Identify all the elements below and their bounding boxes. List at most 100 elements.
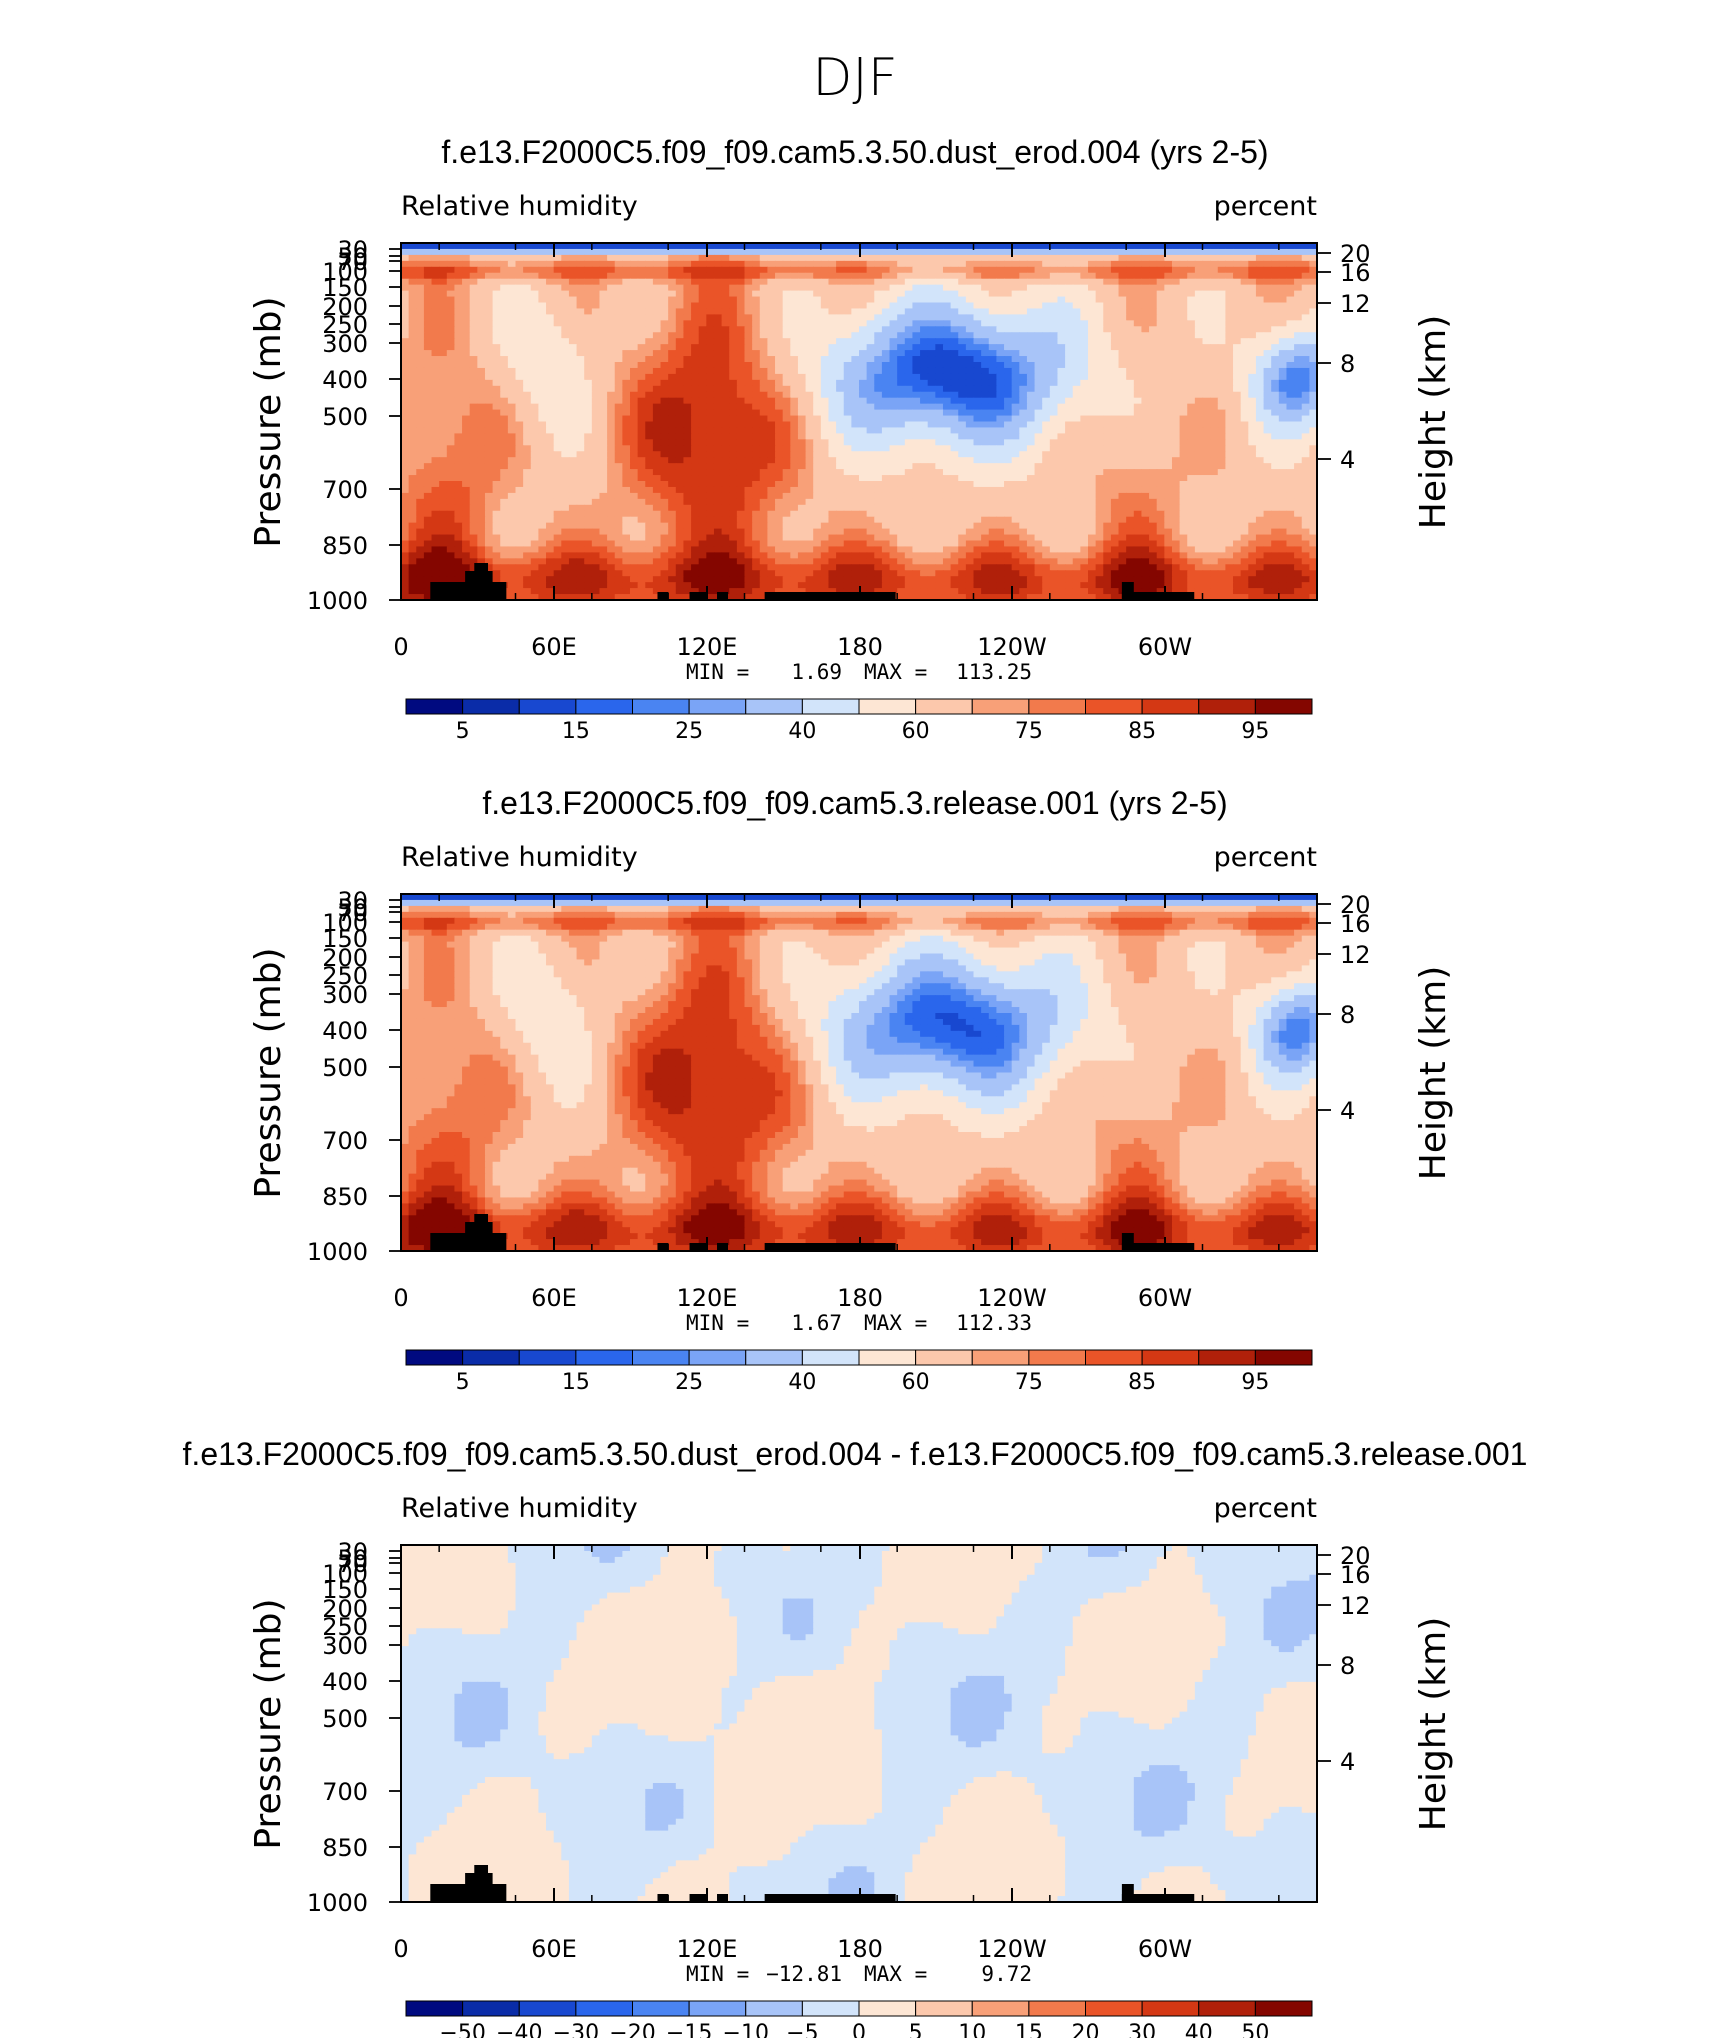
contour-cell — [737, 279, 745, 286]
contour-cell — [974, 320, 982, 327]
contour-cell — [1210, 362, 1218, 369]
contour-cell — [1286, 350, 1294, 357]
contour-cell — [1096, 255, 1104, 262]
contour-cell — [1210, 475, 1218, 482]
contour-cell — [1111, 374, 1119, 381]
contour-cell — [1111, 362, 1119, 369]
contour-cell — [729, 350, 737, 357]
contour-cell — [653, 285, 661, 292]
contour-cell — [1042, 374, 1050, 381]
contour-cell — [577, 427, 585, 434]
contour-cell — [599, 332, 607, 339]
contour-cell — [905, 291, 913, 298]
contour-cell — [470, 261, 478, 268]
contour-cell — [752, 314, 760, 321]
contour-cell — [1111, 326, 1119, 333]
contour-cell — [1050, 350, 1058, 357]
contour-cell — [1027, 386, 1035, 393]
contour-cell — [1210, 392, 1218, 399]
contour-cell — [920, 410, 928, 417]
contour-cell — [577, 362, 585, 369]
contour-cell — [615, 267, 623, 274]
contour-cell — [1172, 314, 1180, 321]
contour-cell — [996, 314, 1004, 321]
contour-cell — [1264, 326, 1272, 333]
contour-cell — [531, 308, 539, 315]
contour-cell — [645, 451, 653, 458]
contour-cell — [592, 332, 600, 339]
contour-cell — [447, 487, 455, 494]
contour-cell — [569, 332, 577, 339]
contour-cell — [1080, 410, 1088, 417]
contour-cell — [867, 380, 875, 387]
contour-cell — [401, 416, 409, 423]
contour-cell — [523, 475, 531, 482]
contour-cell — [538, 481, 546, 488]
contour-cell — [996, 380, 1004, 387]
contour-cell — [775, 392, 783, 399]
contour-cell — [1134, 427, 1142, 434]
chart-panel-1: f.e13.F2000C5.f09_f09.cam5.3.50.dust_ero… — [248, 134, 1454, 744]
contour-cell — [645, 404, 653, 411]
contour-cell — [683, 380, 691, 387]
contour-cell — [531, 374, 539, 381]
contour-cell — [790, 433, 798, 440]
contour-cell — [531, 285, 539, 292]
contour-cell — [722, 392, 730, 399]
contour-cell — [676, 439, 684, 446]
contour-cell — [1241, 445, 1249, 452]
contour-cell — [813, 344, 821, 351]
contour-cell — [508, 279, 516, 286]
contour-cell — [1027, 380, 1035, 387]
contour-cell — [1264, 416, 1272, 423]
contour-cell — [584, 463, 592, 470]
contour-cell — [943, 320, 951, 327]
contour-cell — [851, 285, 859, 292]
contour-cell — [1019, 410, 1027, 417]
contour-cell — [516, 279, 524, 286]
contour-cell — [447, 404, 455, 411]
contour-cell — [1256, 410, 1264, 417]
contour-cell — [783, 267, 791, 274]
contour-cell — [935, 314, 943, 321]
contour-cell — [584, 332, 592, 339]
contour-cell — [1057, 481, 1065, 488]
contour-cell — [1187, 475, 1195, 482]
contour-cell — [859, 261, 867, 268]
contour-cell — [454, 427, 462, 434]
contour-cell — [1042, 356, 1050, 363]
contour-cell — [416, 422, 424, 429]
contour-cell — [1187, 261, 1195, 268]
contour-cell — [1241, 368, 1249, 375]
contour-cell — [1065, 308, 1073, 315]
contour-cell — [981, 279, 989, 286]
contour-cell — [1233, 374, 1241, 381]
contour-cell — [783, 416, 791, 423]
contour-cell — [752, 386, 760, 393]
contour-cell — [836, 433, 844, 440]
contour-cell — [851, 291, 859, 298]
contour-cell — [897, 255, 905, 262]
contour-cell — [966, 350, 974, 357]
contour-cell — [958, 267, 966, 274]
contour-cell — [523, 249, 531, 256]
contour-cell — [729, 374, 737, 381]
contour-cell — [752, 439, 760, 446]
contour-cell — [851, 457, 859, 464]
contour-cell — [1279, 404, 1287, 411]
contour-cell — [928, 320, 936, 327]
contour-cell — [935, 392, 943, 399]
contour-cell — [508, 261, 516, 268]
contour-cell — [1149, 267, 1157, 274]
contour-cell — [1042, 255, 1050, 262]
contour-cell — [828, 445, 836, 452]
contour-cell — [592, 410, 600, 417]
contour-cell — [493, 368, 501, 375]
contour-cell — [1012, 338, 1020, 345]
contour-cell — [752, 249, 760, 256]
contour-cell — [531, 368, 539, 375]
contour-cell — [470, 481, 478, 488]
contour-cell — [729, 433, 737, 440]
contour-cell — [485, 356, 493, 363]
